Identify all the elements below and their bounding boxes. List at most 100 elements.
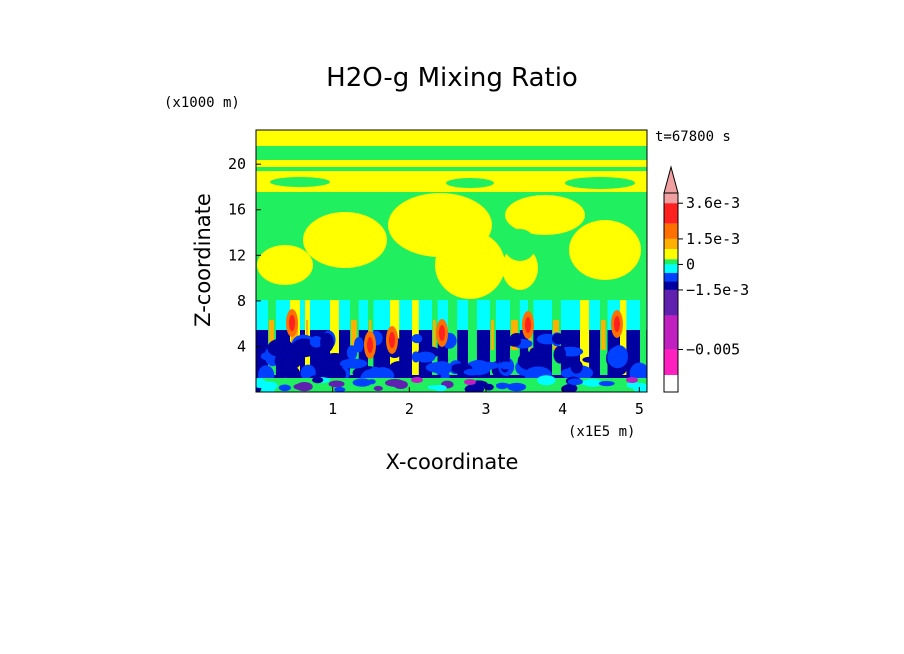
blue-blob-28 <box>388 361 410 377</box>
colorbar-bin <box>664 259 678 265</box>
colorbar-bin <box>664 264 678 273</box>
plume-15 <box>580 300 590 375</box>
colorbar-label: 3.6e-3 <box>686 194 740 212</box>
colorbar-bin <box>664 223 678 239</box>
surface-blob-29 <box>537 375 556 386</box>
plume-core-2 <box>306 320 309 350</box>
plot-frame <box>255 129 648 393</box>
warm-core-1 <box>289 315 295 331</box>
x-tick-label: 5 <box>635 400 644 418</box>
colorbar-label: 0 <box>686 255 695 273</box>
colorbar: 3.6e-3 1.5e-3 0 −1.5e-3 −0.005 <box>663 165 749 393</box>
y-units-label: (x1000 m) <box>164 95 240 111</box>
green-pocket-b <box>383 264 407 292</box>
surface-blob-38 <box>295 381 313 392</box>
colorbar-bin <box>664 349 678 375</box>
x-units-label: (x1E5 m) <box>568 424 635 440</box>
surface-blob-25 <box>562 383 578 392</box>
mixing-ratio-field <box>256 130 647 392</box>
surface-blob-14 <box>261 385 275 392</box>
yellow-mass-c <box>435 231 505 299</box>
y-tick-label: 8 <box>237 292 246 310</box>
surface-blob-39 <box>385 379 405 387</box>
x-tick-label: 4 <box>558 400 567 418</box>
colorbar-bin <box>664 281 678 290</box>
blue-blob-45 <box>498 361 514 370</box>
green-pocket-a <box>504 229 536 261</box>
surface-blob-21 <box>278 384 291 392</box>
yellow-mass-f <box>257 245 313 285</box>
surface-blob-35 <box>256 378 267 389</box>
blue-blob-67 <box>416 353 427 361</box>
yellow-mass-e <box>569 220 641 280</box>
colorbar-label: 1.5e-3 <box>686 230 740 248</box>
colorbar-bin <box>664 238 678 250</box>
colorbar-bin <box>664 203 678 224</box>
plume-17 <box>620 300 627 375</box>
blue-blob-46 <box>463 368 481 376</box>
surface-blob-31 <box>598 380 615 387</box>
time-label: t=67800 s <box>655 129 731 145</box>
y-tick-label: 20 <box>228 155 246 173</box>
colorbar-label: −0.005 <box>686 340 740 358</box>
x-tick-label: 2 <box>405 400 414 418</box>
blue-blob-66 <box>551 333 566 345</box>
green-stripe <box>256 152 647 160</box>
blue-blob-65 <box>570 359 583 374</box>
chart-title: H2O-g Mixing Ratio <box>326 63 578 93</box>
surface-blob-15 <box>427 385 442 390</box>
surface-blob-10 <box>334 386 346 392</box>
y-axis-title: Z-coordinate <box>191 193 215 327</box>
surface-blob-32 <box>496 382 508 390</box>
warm-core-2 <box>439 325 445 341</box>
x-axis-ticks: 1 2 3 4 5 <box>328 387 644 418</box>
colorbar-bin <box>664 249 678 260</box>
surface-blob-16 <box>312 376 324 384</box>
plume-core-0 <box>269 320 274 350</box>
blue-blob-51 <box>582 356 597 363</box>
blue-blob-61 <box>507 336 522 347</box>
blue-blob-47 <box>560 368 574 378</box>
warm-core-5 <box>614 316 620 332</box>
blue-blob-60 <box>354 336 364 353</box>
top-yellow-patch <box>270 131 350 143</box>
surface-blob-28 <box>583 378 603 387</box>
surface-blob-11 <box>328 380 345 388</box>
yellow-stripe <box>256 160 647 167</box>
yellow-mass-d <box>505 195 585 235</box>
warm-core-4 <box>525 317 531 333</box>
colorbar-extend-arrow <box>663 165 679 194</box>
green-hole-c <box>565 177 635 189</box>
blue-blob-50 <box>529 347 544 355</box>
surface-blob-12 <box>507 382 527 392</box>
x-tick-label: 1 <box>328 400 337 418</box>
surface-blob-36 <box>567 378 584 386</box>
blue-blob-62 <box>320 332 334 353</box>
blue-blob-18 <box>517 351 543 371</box>
blue-blob-41 <box>309 335 323 348</box>
y-tick-label: 12 <box>228 246 246 264</box>
plume-core-16 <box>601 320 606 350</box>
colorbar-bin <box>664 272 678 282</box>
warm-core-0 <box>367 337 373 353</box>
colorbar-bin <box>664 193 678 204</box>
surface-blob-37 <box>633 387 647 392</box>
yellow-mass-a <box>303 212 387 268</box>
green-hole-a <box>270 177 330 187</box>
surface-blob-20 <box>628 382 647 390</box>
y-axis-ticks: 4 8 12 16 20 <box>228 155 261 355</box>
blue-blob-57 <box>607 346 628 369</box>
blue-blob-58 <box>553 345 566 364</box>
plume-18 <box>640 300 647 375</box>
surface-blob-24 <box>373 385 383 392</box>
x-axis-title: X-coordinate <box>386 450 519 474</box>
y-tick-label: 4 <box>237 337 246 355</box>
magenta-spot-2 <box>464 379 476 385</box>
colorbar-frame <box>663 192 679 393</box>
plume-10 <box>468 300 477 375</box>
x-tick-label: 3 <box>481 400 490 418</box>
plume-core-4 <box>351 320 357 350</box>
blue-blob-35 <box>480 361 500 370</box>
plume-core-11 <box>491 320 494 350</box>
